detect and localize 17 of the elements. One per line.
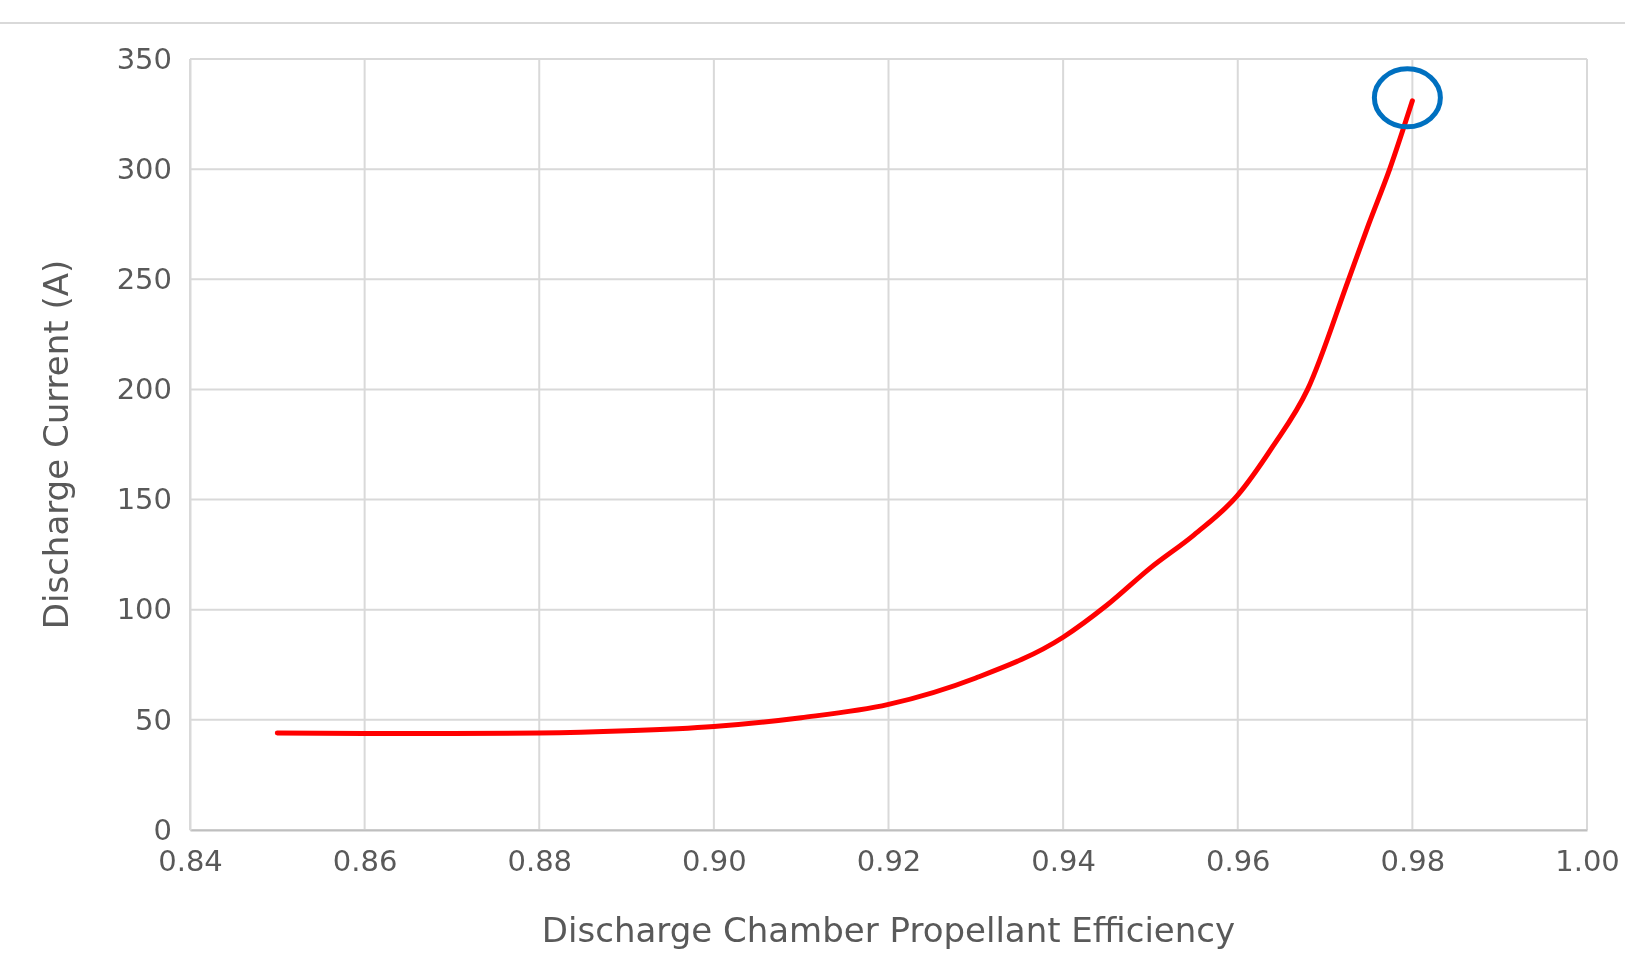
y-axis-title: Discharge Current (A) xyxy=(36,259,76,630)
x-tick-label: 1.00 xyxy=(1555,843,1620,878)
x-tick-label: 0.86 xyxy=(332,843,398,878)
y-tick-label: 100 xyxy=(116,592,172,627)
x-tick-label: 0.98 xyxy=(1380,843,1446,878)
x-tick-label: 0.92 xyxy=(856,843,922,878)
y-tick-label: 250 xyxy=(116,262,172,297)
y-tick-label: 150 xyxy=(116,482,172,517)
y-tick-label: 300 xyxy=(116,151,172,186)
x-tick-label: 0.88 xyxy=(507,843,573,878)
x-tick-label: 0.94 xyxy=(1031,843,1096,878)
y-tick-label: 50 xyxy=(135,702,172,737)
x-axis-title: Discharge Chamber Propellant Efficiency xyxy=(541,910,1236,950)
x-tick-label: 0.90 xyxy=(682,843,747,878)
y-tick-label: 350 xyxy=(116,41,172,76)
y-tick-label: 200 xyxy=(116,372,172,407)
x-tick-label: 0.96 xyxy=(1205,843,1271,878)
